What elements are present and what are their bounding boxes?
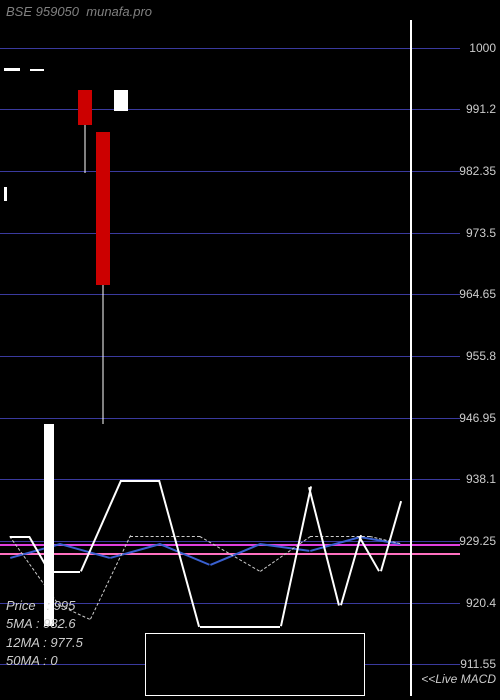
indicator-segment — [130, 536, 200, 537]
left-tick-2 — [4, 187, 7, 201]
info-ma12-row: 12MA : 977.5 — [6, 634, 83, 652]
info-price-label: Price — [6, 598, 36, 613]
candle — [78, 0, 92, 700]
price-chart: BSE 959050 munafa.pro 1000991.2982.35973… — [0, 0, 500, 700]
grid-label: 911.55 — [460, 657, 496, 671]
candle — [96, 0, 110, 700]
info-price-row: Price : 995 — [6, 597, 83, 615]
candle — [30, 0, 44, 700]
candle-body — [114, 90, 128, 111]
grid-label: 938.1 — [466, 472, 496, 486]
info-ma5-row: 5MA : 982.6 — [6, 615, 83, 633]
grid-line — [0, 294, 460, 295]
info-price-value: 995 — [54, 598, 76, 613]
candle-body — [96, 132, 110, 285]
candle-body — [78, 90, 92, 125]
grid-label: 955.8 — [466, 349, 496, 363]
candle-body — [30, 69, 44, 71]
info-ma50-label: 50MA — [6, 653, 39, 668]
grid-label: 920.4 — [466, 596, 496, 610]
macd-label: <<Live MACD — [421, 672, 496, 686]
grid-label: 991.2 — [466, 102, 496, 116]
indicator-segment — [380, 501, 402, 571]
grid-label: 964.65 — [459, 287, 496, 301]
info-ma5-value: 982.6 — [43, 616, 76, 631]
exchange-label: BSE — [6, 4, 32, 19]
left-indicator-block — [44, 424, 54, 626]
info-ma50-value: 0 — [50, 653, 57, 668]
grid-label: 982.35 — [459, 164, 496, 178]
indicator-segment — [308, 487, 340, 606]
grid-label: 929.25 — [459, 534, 496, 548]
indicator-segment — [200, 626, 240, 628]
indicator-segment — [240, 626, 280, 628]
left-tick — [4, 68, 20, 71]
grid-line — [0, 109, 460, 110]
info-ma12-value: 977.5 — [50, 635, 83, 650]
candle — [114, 0, 128, 700]
info-ma50-row: 50MA : 0 — [6, 652, 83, 670]
grid-line — [0, 418, 460, 419]
vertical-marker — [410, 20, 412, 696]
grid-line — [0, 356, 460, 357]
info-block: Price : 995 5MA : 982.6 12MA : 977.5 50M… — [6, 597, 83, 670]
grid-line — [0, 48, 460, 49]
macd-box — [145, 633, 365, 696]
indicator-segment — [280, 487, 312, 627]
indicator-segment — [50, 571, 80, 573]
grid-label: 946.95 — [459, 411, 496, 425]
grid-line — [0, 479, 460, 480]
grid-label: 1000 — [469, 41, 496, 55]
info-ma12-label: 12MA — [6, 635, 39, 650]
indicator-segment — [340, 536, 362, 606]
indicator-segment — [10, 536, 30, 538]
grid-line — [0, 171, 460, 172]
grid-line — [0, 233, 460, 234]
info-ma5-label: 5MA — [6, 616, 32, 631]
grid-label: 973.5 — [466, 226, 496, 240]
